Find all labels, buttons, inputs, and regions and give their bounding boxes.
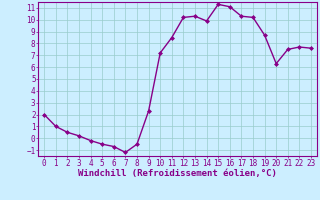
X-axis label: Windchill (Refroidissement éolien,°C): Windchill (Refroidissement éolien,°C) bbox=[78, 169, 277, 178]
